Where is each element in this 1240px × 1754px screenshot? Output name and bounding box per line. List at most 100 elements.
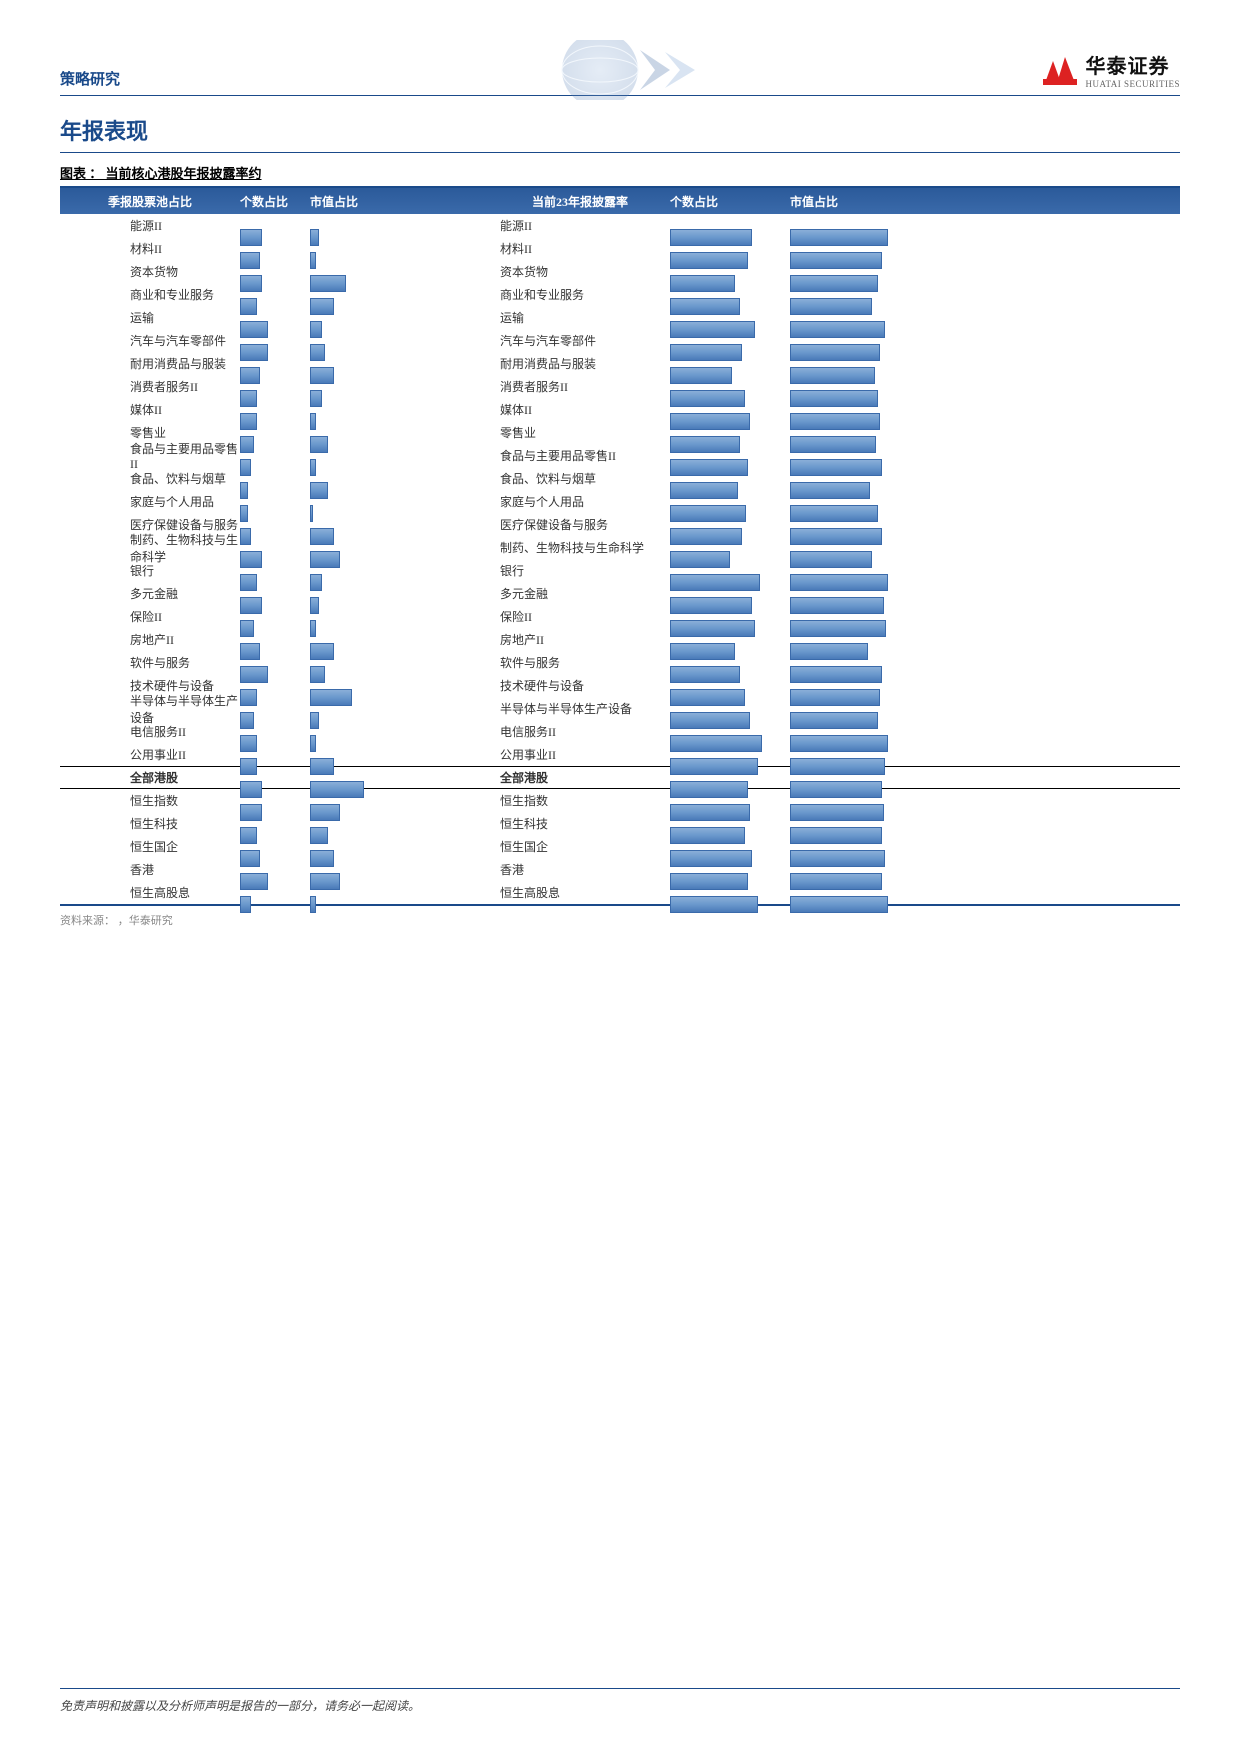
bar-r2 <box>790 620 886 637</box>
bar-r1 <box>670 459 748 476</box>
bar-l1 <box>240 551 262 568</box>
bar-l1 <box>240 528 251 545</box>
row-label-left: 媒体II <box>60 401 240 418</box>
logo-text-cn: 华泰证券 <box>1085 50 1180 79</box>
bar-l1 <box>240 321 268 338</box>
row-label-right: 公用事业II <box>490 746 670 763</box>
bar-r2 <box>790 850 885 867</box>
row-label-left: 公用事业II <box>60 746 240 763</box>
bar-r1 <box>670 804 750 821</box>
chart-body: 能源II能源II材料II材料II资本货物资本货物商业和专业服务商业和专业服务运输… <box>60 214 1180 904</box>
table-row: 耐用消费品与服装耐用消费品与服装 <box>60 352 1180 375</box>
table-row: 能源II能源II <box>60 214 1180 237</box>
row-label-right: 半导体与半导体生产设备 <box>490 700 670 717</box>
row-label-right: 汽车与汽车零部件 <box>490 332 670 349</box>
bar-l2 <box>310 827 328 844</box>
bar-l1 <box>240 344 268 361</box>
row-label-right: 医疗保健设备与服务 <box>490 516 670 533</box>
bar-r1 <box>670 574 760 591</box>
bar-l2 <box>310 436 328 453</box>
bar-l1 <box>240 643 260 660</box>
bar-r2 <box>790 482 870 499</box>
bar-r2 <box>790 781 882 798</box>
bar-r1 <box>670 252 748 269</box>
bar-l1 <box>240 574 257 591</box>
bar-l1 <box>240 873 268 890</box>
row-label-right: 商业和专业服务 <box>490 286 670 303</box>
table-row: 家庭与个人用品家庭与个人用品 <box>60 490 1180 513</box>
bar-l2 <box>310 781 364 798</box>
bar-r2 <box>790 459 882 476</box>
bar-r1 <box>670 413 750 430</box>
row-label-left: 恒生指数 <box>60 792 240 809</box>
table-row: 恒生科技恒生科技 <box>60 812 1180 835</box>
bar-r2 <box>790 574 888 591</box>
bar-r1 <box>670 229 752 246</box>
row-label-right: 全部港股 <box>490 769 670 786</box>
header-category: 策略研究 <box>60 68 120 89</box>
logo-icon <box>1043 55 1077 85</box>
row-label-right: 耐用消费品与服装 <box>490 355 670 372</box>
bar-l1 <box>240 758 257 775</box>
chart-container: 季报股票池占比 个数占比 市值占比 当前23年报披露率 个数占比 市值占比 能源… <box>60 186 1180 906</box>
table-row: 恒生高股息恒生高股息 <box>60 881 1180 904</box>
bar-l1 <box>240 666 268 683</box>
bar-l2 <box>310 666 325 683</box>
row-label-left: 恒生国企 <box>60 838 240 855</box>
bar-r2 <box>790 827 882 844</box>
bar-r2 <box>790 597 884 614</box>
bar-r2 <box>790 643 868 660</box>
bar-r1 <box>670 712 750 729</box>
bar-l2 <box>310 459 316 476</box>
table-row: 全部港股全部港股 <box>60 766 1180 789</box>
bar-l2 <box>310 229 319 246</box>
bar-r2 <box>790 551 872 568</box>
logo-text-en: HUATAI SECURITIES <box>1085 79 1180 89</box>
bar-r1 <box>670 344 742 361</box>
bar-l1 <box>240 252 260 269</box>
table-row: 汽车与汽车零部件汽车与汽车零部件 <box>60 329 1180 352</box>
bar-r2 <box>790 689 880 706</box>
bar-l2 <box>310 712 319 729</box>
bar-l1 <box>240 390 257 407</box>
page-footer: 免责声明和披露以及分析师声明是报告的一部分，请务必一起阅读。 <box>60 1688 1180 1714</box>
bar-l2 <box>310 643 334 660</box>
table-row: 运输运输 <box>60 306 1180 329</box>
bar-l1 <box>240 413 257 430</box>
row-label-right: 零售业 <box>490 424 670 441</box>
table-header-row: 季报股票池占比 个数占比 市值占比 当前23年报披露率 个数占比 市值占比 <box>60 188 1180 214</box>
row-label-left: 软件与服务 <box>60 654 240 671</box>
table-row: 材料II材料II <box>60 237 1180 260</box>
bar-r1 <box>670 482 738 499</box>
bar-l1 <box>240 689 257 706</box>
bar-l1 <box>240 597 262 614</box>
row-label-right: 电信服务II <box>490 723 670 740</box>
bar-l1 <box>240 850 260 867</box>
table-row: 银行银行 <box>60 559 1180 582</box>
page-header: 策略研究 华泰证券 HUATAI SECURITIES <box>60 50 1180 96</box>
bar-r2 <box>790 735 888 752</box>
bar-r1 <box>670 689 745 706</box>
bar-l1 <box>240 482 248 499</box>
table-row: 食品、饮料与烟草食品、饮料与烟草 <box>60 467 1180 490</box>
row-label-right: 软件与服务 <box>490 654 670 671</box>
chart-title: 图表 ： 当前核心港股年报披露率约 <box>60 163 1180 182</box>
row-label-right: 食品与主要用品零售II <box>490 447 670 464</box>
table-row: 房地产II房地产II <box>60 628 1180 651</box>
hdr-right-title: 当前23年报披露率 <box>490 193 670 210</box>
row-label-right: 家庭与个人用品 <box>490 493 670 510</box>
bar-r1 <box>670 367 732 384</box>
bar-l2 <box>310 620 316 637</box>
bar-r1 <box>670 275 735 292</box>
bar-l2 <box>310 321 322 338</box>
bar-r1 <box>670 597 752 614</box>
section-title: 年报表现 <box>60 114 1180 153</box>
bar-l2 <box>310 482 328 499</box>
bar-l2 <box>310 850 334 867</box>
row-label-left: 运输 <box>60 309 240 326</box>
row-label-right: 技术硬件与设备 <box>490 677 670 694</box>
bar-l1 <box>240 827 257 844</box>
bar-l2 <box>310 551 340 568</box>
bar-r2 <box>790 298 872 315</box>
table-row: 保险II保险II <box>60 605 1180 628</box>
